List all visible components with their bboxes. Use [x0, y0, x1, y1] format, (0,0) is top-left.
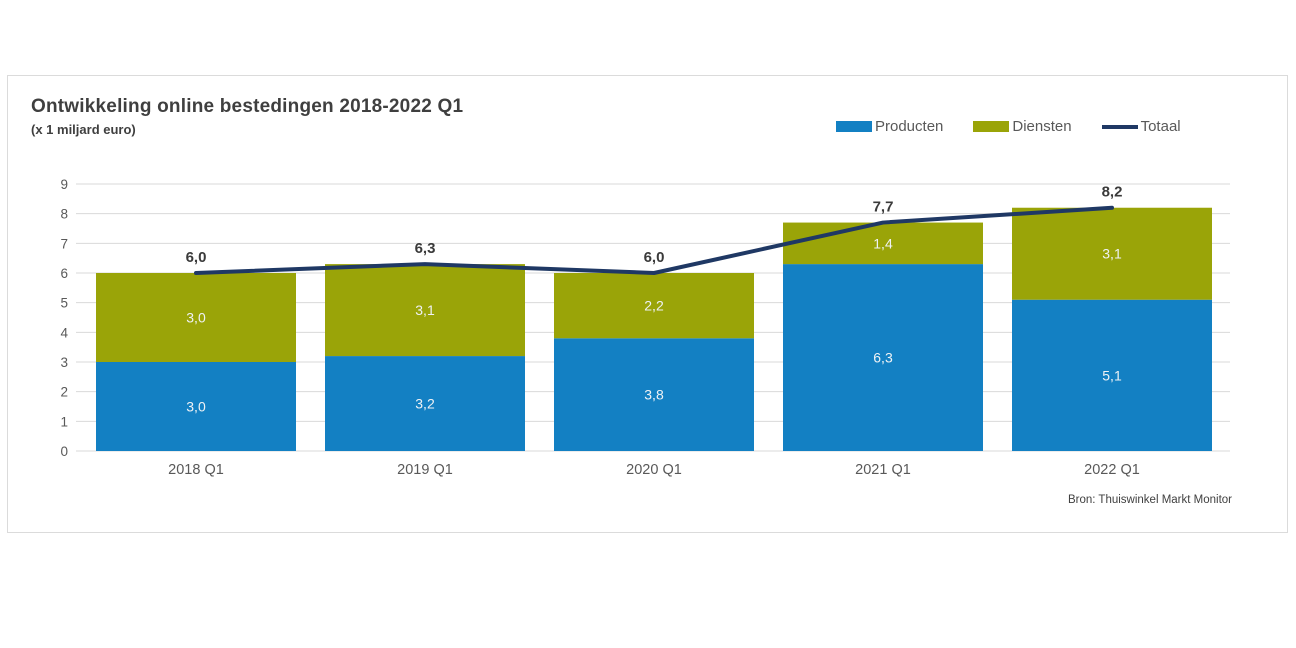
y-axis-tick-label: 3: [60, 355, 68, 370]
legend-item-totaal: Totaal: [1101, 118, 1181, 135]
y-axis-tick-label: 8: [60, 207, 68, 222]
bar-segment-value-label: 3,0: [186, 310, 206, 326]
bar-segment-producten: [783, 264, 983, 451]
bar-segment-value-label: 3,1: [1102, 246, 1122, 262]
x-axis-tick-label: 2018 Q1: [168, 462, 224, 478]
y-axis-tick-label: 4: [60, 325, 68, 340]
chart-panel: 0 1 2 3 4 5 6 7 8 9 3,0 3,0 2018 Q1 3,2 3,1 2019 Q1 3,8 2…: [7, 75, 1288, 533]
bar-segment-value-label: 2,2: [644, 298, 664, 314]
x-axis-tick-label: 2022 Q1: [1084, 462, 1140, 478]
bar-segment-diensten: [783, 222, 983, 265]
chart-subtitle: (x 1 miljard euro): [31, 121, 136, 137]
bar-segment-value-label: 3,8: [644, 387, 664, 403]
legend-label-totaal: Totaal: [1140, 118, 1181, 135]
source-note: Bron: Thuiswinkel Markt Monitor: [1067, 494, 1232, 506]
y-axis-tick-label: 7: [60, 236, 68, 251]
y-axis-tick-label: 0: [60, 444, 68, 459]
x-axis-tick-label: 2020 Q1: [626, 462, 682, 478]
bar-segment-value-label: 3,0: [186, 399, 206, 415]
total-value-label: 6,0: [186, 249, 207, 266]
y-axis-tick-label: 9: [60, 177, 68, 192]
legend-label-producten: Producten: [875, 118, 944, 135]
bar-segment-producten: [554, 338, 754, 451]
bar-segment-value-label: 6,3: [873, 350, 893, 366]
total-value-label: 8,2: [1102, 184, 1123, 201]
bar-segment-producten: [325, 356, 525, 451]
y-axis-tick-label: 1: [60, 414, 68, 429]
legend-label-diensten: Diensten: [1012, 118, 1072, 135]
y-axis-tick-label: 5: [60, 296, 68, 311]
chart-plot-area: 0 1 2 3 4 5 6 7 8 9 3,0 3,0 2018 Q1 3,2 3,1 2019 Q1 3,8 2…: [60, 177, 1230, 478]
totaal-line-swatch-icon: [1101, 124, 1138, 129]
x-axis-tick-label: 2021 Q1: [855, 462, 911, 478]
y-axis-tick-label: 6: [60, 266, 68, 281]
legend-item-producten: Producten: [836, 118, 943, 135]
y-axis-tick-label: 2: [60, 385, 68, 400]
total-value-label: 7,7: [873, 199, 894, 216]
chart-header: Ontwikkeling online bestedingen 2018-202…: [31, 96, 463, 137]
bar-segment-value-label: 3,2: [415, 396, 435, 412]
bar-segment-diensten: [96, 273, 296, 362]
bar-segment-value-label: 1,4: [873, 235, 893, 251]
bar-segment-producten: [96, 362, 296, 451]
bar-segment-value-label: 3,1: [415, 302, 435, 318]
legend: Producten Diensten Totaal: [836, 118, 1181, 135]
bar-segment-value-label: 5,1: [1102, 367, 1122, 383]
total-value-label: 6,3: [415, 240, 436, 257]
diensten-swatch-icon: [973, 121, 1010, 132]
producten-swatch-icon: [836, 121, 872, 132]
x-axis-tick-label: 2019 Q1: [397, 462, 453, 478]
total-value-label: 6,0: [644, 249, 665, 266]
bar-segment-producten: [1012, 299, 1212, 451]
legend-item-diensten: Diensten: [973, 118, 1072, 135]
bar-segment-diensten: [325, 264, 525, 357]
bar-segment-diensten: [554, 273, 754, 339]
bar-segment-diensten: [1012, 207, 1212, 300]
totaal-line: [194, 205, 1114, 275]
chart-title: Ontwikkeling online bestedingen 2018-202…: [31, 96, 464, 117]
